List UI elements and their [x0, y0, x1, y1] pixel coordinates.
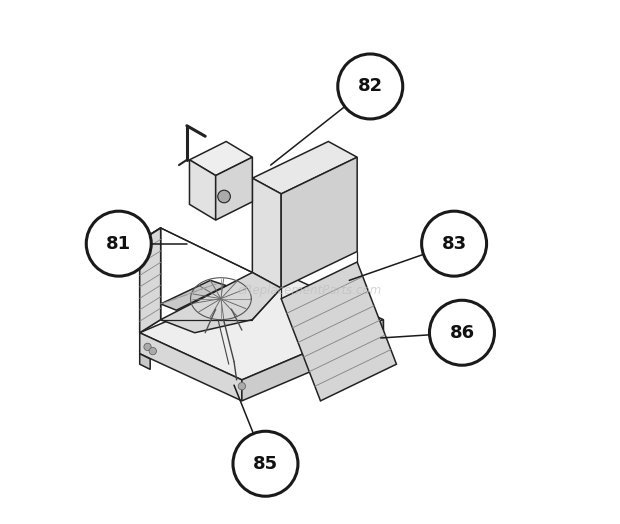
Polygon shape: [242, 320, 383, 401]
Circle shape: [338, 54, 403, 119]
Polygon shape: [216, 157, 252, 220]
Circle shape: [218, 190, 231, 203]
Polygon shape: [252, 141, 357, 194]
Polygon shape: [140, 228, 161, 333]
Circle shape: [422, 211, 487, 276]
Polygon shape: [368, 320, 383, 346]
Polygon shape: [190, 160, 216, 220]
Circle shape: [149, 347, 156, 355]
Circle shape: [144, 343, 151, 351]
Circle shape: [233, 431, 298, 496]
Text: 83: 83: [441, 235, 467, 253]
Text: eReplacementParts.com: eReplacementParts.com: [238, 285, 382, 297]
Polygon shape: [161, 272, 281, 333]
Polygon shape: [252, 178, 281, 288]
Text: 82: 82: [358, 78, 383, 95]
Polygon shape: [161, 280, 226, 310]
Polygon shape: [281, 157, 357, 288]
Polygon shape: [140, 354, 150, 369]
Polygon shape: [140, 272, 383, 380]
Text: 86: 86: [450, 324, 474, 342]
Polygon shape: [140, 333, 242, 401]
Circle shape: [86, 211, 151, 276]
Polygon shape: [190, 141, 252, 176]
Polygon shape: [140, 228, 161, 333]
Circle shape: [430, 300, 494, 365]
Text: 81: 81: [106, 235, 131, 253]
Text: 85: 85: [253, 455, 278, 473]
Polygon shape: [281, 262, 396, 401]
Circle shape: [238, 383, 246, 390]
